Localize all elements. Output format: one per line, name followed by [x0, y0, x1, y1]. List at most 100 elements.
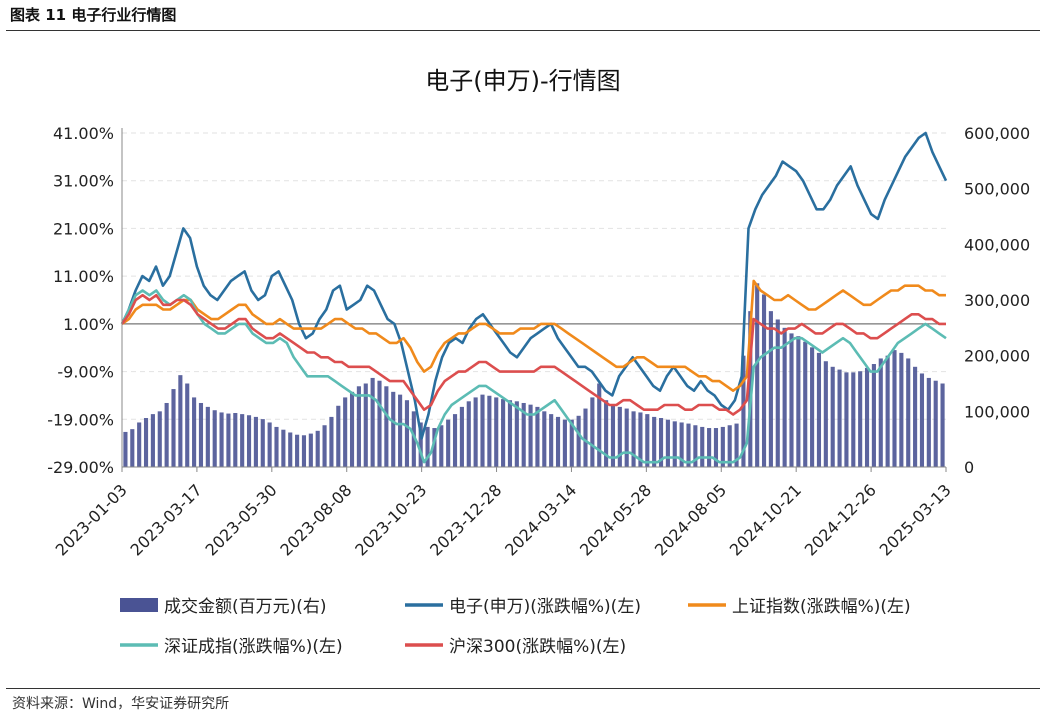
volume-bar	[418, 422, 423, 467]
top-rule	[6, 30, 1040, 31]
y-left-tick-label: -19.00%	[47, 410, 114, 429]
volume-bar	[844, 372, 849, 467]
legend-swatch	[120, 598, 158, 612]
volume-bar	[919, 373, 925, 467]
y-left-tick-label: 21.00%	[53, 219, 114, 238]
volume-bar	[363, 383, 368, 467]
volume-bar	[240, 414, 245, 467]
y-right-tick-label: 600,000	[964, 124, 1030, 143]
volume-bar	[219, 412, 224, 467]
volume-bar	[899, 352, 904, 467]
volume-bar	[253, 416, 258, 467]
volume-bar	[576, 415, 581, 467]
bars-group	[123, 283, 945, 467]
volume-bar	[707, 428, 712, 467]
x-tick-label: 2024-08-05	[651, 480, 730, 559]
volume-bar	[178, 375, 183, 467]
volume-bar	[720, 426, 725, 467]
y-left-tick-label: 41.00%	[53, 124, 114, 143]
volume-bar	[411, 411, 416, 467]
volume-bar	[864, 367, 870, 467]
volume-bar	[610, 404, 616, 467]
volume-bar	[212, 410, 217, 467]
volume-bar	[267, 422, 272, 467]
volume-bar	[906, 358, 911, 467]
volume-bar	[507, 400, 513, 467]
y-right-tick-label: 300,000	[964, 291, 1030, 310]
volume-bar	[700, 426, 705, 467]
volume-bar	[816, 352, 822, 467]
axes-group: 41.00% 31.00% 21.00% 11.00% 1.00% -9.00% -19.0…	[47, 124, 1030, 560]
volume-bar	[425, 426, 430, 467]
volume-bar	[933, 380, 938, 467]
volume-bar	[143, 418, 149, 467]
volume-bar	[624, 408, 629, 467]
volume-bar	[734, 423, 739, 467]
legend-label: 上证指数(涨跌幅%)(左)	[732, 597, 911, 617]
series-line-1	[120, 131, 948, 440]
volume-bar	[329, 416, 334, 467]
volume-bar	[713, 428, 719, 467]
volume-bar	[528, 404, 533, 467]
volume-bar	[205, 406, 210, 467]
volume-bar	[137, 422, 142, 467]
lines-group	[120, 131, 948, 464]
volume-bar	[494, 397, 499, 467]
volume-bar	[810, 347, 815, 467]
volume-bar	[878, 358, 883, 467]
volume-bar	[597, 383, 602, 467]
volume-bar	[638, 412, 643, 467]
volume-bar	[473, 397, 478, 467]
volume-bar	[665, 419, 670, 467]
legend-label: 电子(申万)(涨跌幅%)(左)	[449, 597, 641, 617]
volume-bar	[432, 428, 437, 467]
source-note: 资料来源：Wind，华安证券研究所	[12, 696, 230, 712]
volume-bar	[727, 425, 732, 467]
figure-title: 图表 11 电子行业行情图	[10, 6, 177, 24]
volume-bar	[404, 400, 410, 467]
volume-bar	[885, 355, 890, 467]
volume-bar	[555, 416, 561, 467]
x-tick-label: 2024-05-28	[576, 480, 655, 559]
x-tick-label: 2024-12-26	[801, 480, 880, 559]
x-tick-label: 2024-03-14	[501, 480, 580, 559]
volume-bar	[446, 419, 451, 467]
volume-bar	[652, 416, 657, 467]
volume-bar	[741, 355, 746, 467]
volume-bar	[281, 429, 286, 467]
volume-bar	[693, 425, 698, 467]
volume-bar	[164, 402, 169, 467]
volume-bar	[439, 425, 444, 467]
legend-label: 沪深300(涨跌幅%)(左)	[449, 637, 626, 657]
x-tick-label: 2023-08-08	[276, 480, 355, 559]
volume-bar	[315, 430, 320, 467]
volume-bar	[851, 372, 856, 467]
volume-bar	[356, 386, 361, 467]
volume-bar	[288, 432, 293, 467]
x-tick-label: 2025-03-13	[876, 480, 955, 559]
volume-bar	[246, 415, 252, 467]
volume-bar	[803, 341, 808, 467]
volume-bar	[913, 366, 918, 467]
x-tick-label: 2023-10-23	[351, 480, 430, 559]
volume-bar	[384, 386, 389, 467]
volume-bar	[679, 422, 684, 467]
y-left-tick-label: 1.00%	[63, 315, 114, 334]
volume-bar	[796, 336, 801, 467]
volume-bar	[686, 423, 691, 467]
volume-bar	[349, 391, 355, 467]
legend: 成交金额(百万元)(右) 电子(申万)(涨跌幅%)(左) 上证指数(涨跌幅%)(左)…	[120, 597, 911, 657]
volume-bar	[398, 394, 403, 467]
legend-label: 深证成指(涨跌幅%)(左)	[164, 637, 343, 657]
volume-bar	[336, 405, 341, 467]
grid	[122, 132, 946, 468]
legend-label: 成交金额(百万元)(右)	[164, 597, 327, 617]
volume-bar	[782, 327, 787, 467]
y-left-tick-label: 11.00%	[53, 267, 114, 286]
volume-bar	[768, 311, 773, 467]
volume-bar	[226, 413, 231, 467]
volume-bar	[617, 406, 622, 467]
volume-bar	[322, 425, 327, 467]
bottom-rule	[6, 688, 1040, 689]
